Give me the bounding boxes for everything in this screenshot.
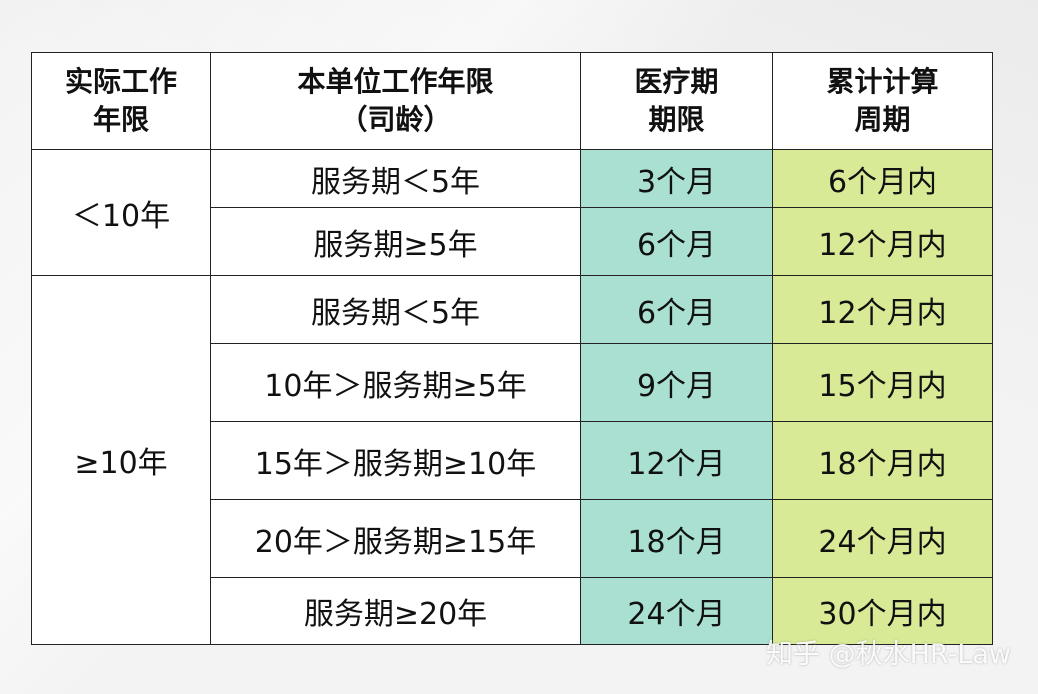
work-years-cell: ≥10年 xyxy=(31,275,211,645)
header-cumulative-cycle-line1: 累计计算 xyxy=(826,65,939,98)
cumulative-cycle-cell: 30个月内 xyxy=(772,577,993,645)
cumulative-cycle-cell: 6个月内 xyxy=(772,149,993,208)
header-service-years: 本单位工作年限 （司龄） xyxy=(210,52,581,150)
medical-period-cell: 3个月 xyxy=(580,149,773,208)
medical-period-table: 实际工作 年限 本单位工作年限 （司龄） 医疗期 期限 累计计算 周期 xyxy=(31,52,993,645)
cumulative-cycle-cell: 24个月内 xyxy=(772,499,993,578)
header-work-years-line1: 实际工作 xyxy=(64,65,177,98)
cumulative-cycle-cell: 15个月内 xyxy=(772,343,993,422)
table-row: 10年＞服务期≥5年 9个月 15个月内 xyxy=(32,343,993,422)
header-cumulative-cycle: 累计计算 周期 xyxy=(772,52,993,150)
table-row: 服务期≥20年 24个月 30个月内 xyxy=(32,577,993,645)
medical-period-cell: 9个月 xyxy=(580,343,773,422)
header-work-years: 实际工作 年限 xyxy=(31,52,211,150)
header-medical-period-line2: 期限 xyxy=(648,103,705,136)
service-cell: 15年＞服务期≥10年 xyxy=(210,421,581,500)
table-row: ＜10年 服务期＜5年 3个月 6个月内 xyxy=(31,149,993,276)
medical-period-cell: 6个月 xyxy=(580,207,773,276)
header-cumulative-cycle-line2: 周期 xyxy=(854,103,911,136)
header-service-years-line2: （司龄） xyxy=(339,103,452,136)
work-years-cell: ＜10年 xyxy=(31,149,211,276)
service-cell: 服务期＜5年 xyxy=(210,275,581,344)
medical-period-cell: 24个月 xyxy=(580,577,773,645)
header-row: 实际工作 年限 本单位工作年限 （司龄） 医疗期 期限 累计计算 周期 xyxy=(31,52,993,150)
service-cell: 服务期＜5年 xyxy=(210,149,581,208)
cumulative-cycle-cell: 12个月内 xyxy=(772,275,993,344)
service-cell: 10年＞服务期≥5年 xyxy=(210,343,581,422)
service-cell: 20年＞服务期≥15年 xyxy=(210,499,581,578)
header-medical-period: 医疗期 期限 xyxy=(580,52,773,150)
service-cell: 服务期≥20年 xyxy=(210,577,581,645)
header-work-years-line2: 年限 xyxy=(92,103,149,136)
cumulative-cycle-cell: 18个月内 xyxy=(772,421,993,500)
table-row: 20年＞服务期≥15年 18个月 24个月内 xyxy=(32,499,993,578)
medical-period-cell: 6个月 xyxy=(580,275,773,344)
header-medical-period-line1: 医疗期 xyxy=(634,65,719,98)
header-service-years-line1: 本单位工作年限 xyxy=(297,65,494,98)
table-row: 服务期≥5年 6个月 12个月内 xyxy=(32,207,993,276)
cumulative-cycle-cell: 12个月内 xyxy=(772,207,993,276)
watermark-text: 知乎 @秋水HR-Law xyxy=(766,639,1011,670)
table-row: ≥10年 服务期＜5年 6个月 12个月内 xyxy=(31,275,993,645)
service-cell: 服务期≥5年 xyxy=(210,207,581,276)
medical-period-cell: 12个月 xyxy=(580,421,773,500)
table-row: 15年＞服务期≥10年 12个月 18个月内 xyxy=(32,421,993,500)
medical-period-cell: 18个月 xyxy=(580,499,773,578)
